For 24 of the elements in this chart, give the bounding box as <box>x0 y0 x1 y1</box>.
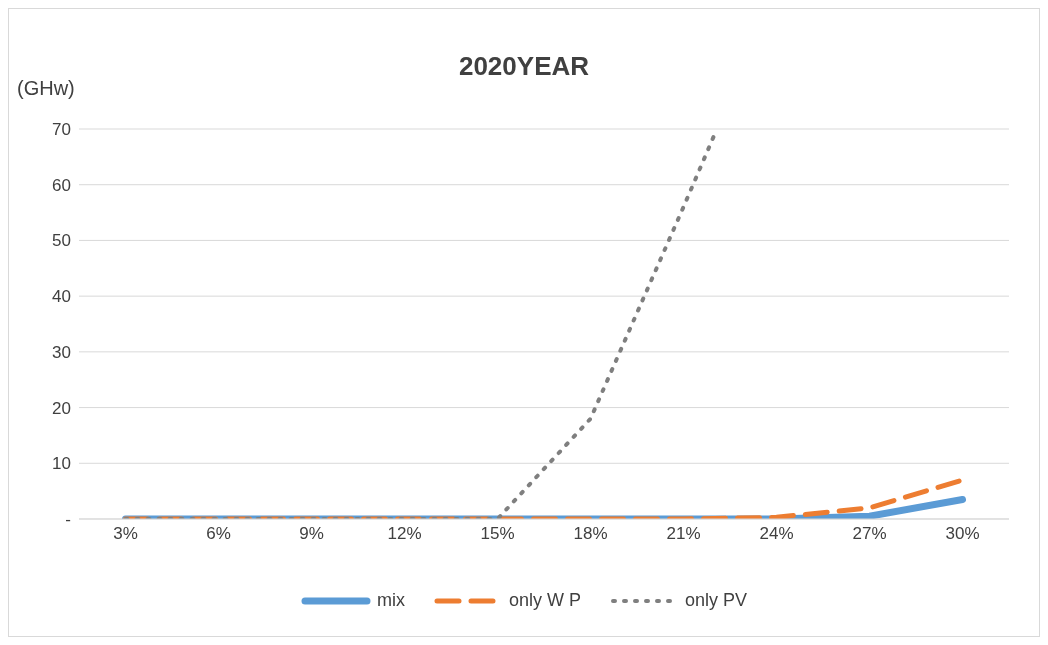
y-tick-label: 20 <box>52 398 71 418</box>
y-tick-label: 10 <box>52 454 71 474</box>
legend-label: only PV <box>684 590 748 611</box>
y-tick-label: 50 <box>52 231 71 251</box>
x-tick-label: 9% <box>299 524 324 544</box>
x-tick-label: 18% <box>573 524 608 544</box>
y-tick-label: - <box>65 510 71 530</box>
chart-title: 2020YEAR <box>458 51 590 81</box>
legend-label: only W P <box>508 590 581 611</box>
x-tick-label: 30% <box>945 524 980 544</box>
y-tick-label: 70 <box>52 120 71 140</box>
x-tick-label: 6% <box>206 524 231 544</box>
line-series <box>123 132 717 519</box>
x-tick-label: 21% <box>666 524 701 544</box>
legend-label: mix <box>376 590 405 611</box>
y-tick-label: 60 <box>52 175 71 195</box>
x-tick-label: 15% <box>480 524 515 544</box>
x-tick-label: 12% <box>387 524 422 544</box>
y-tick-label: 30 <box>52 342 71 362</box>
x-tick-label: 27% <box>852 524 887 544</box>
y-axis-title: (GHw) <box>17 77 75 100</box>
x-tick-label: 24% <box>759 524 794 544</box>
y-tick-label: 40 <box>52 287 71 307</box>
x-tick-label: 3% <box>113 524 138 544</box>
